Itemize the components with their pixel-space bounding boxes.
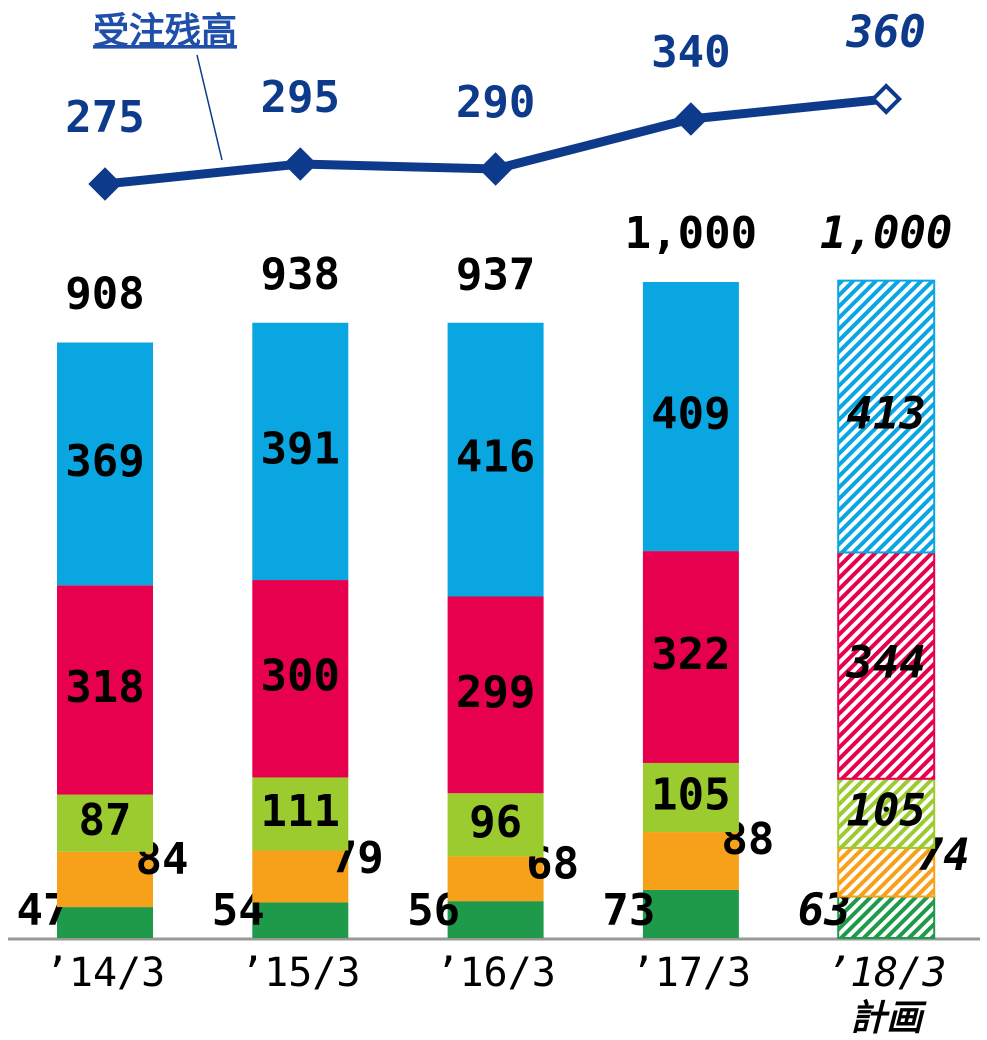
segment-label: 111 [261, 786, 340, 837]
segment-label: 416 [456, 432, 535, 483]
line-title: 受注残高 [93, 11, 237, 52]
bar-segment [447, 901, 544, 938]
line-marker [88, 167, 122, 201]
bar-segment [447, 793, 544, 857]
segment-label: 87 [79, 795, 132, 846]
segment-label: 344 [845, 638, 925, 689]
x-tick-label: ’17/3 [631, 950, 751, 996]
segment-label: 413 [846, 389, 925, 440]
line-label: 340 [651, 27, 730, 78]
bar-segment [57, 794, 153, 852]
segment-label: 105 [846, 785, 925, 836]
bar-segment [252, 322, 349, 581]
segment-label: 369 [65, 436, 144, 487]
line-label: 275 [65, 92, 144, 143]
segment-label: 409 [651, 389, 730, 440]
line-marker [478, 152, 513, 186]
total-label: 1,000 [820, 208, 952, 259]
total-label: 937 [456, 249, 535, 300]
bar-segment [642, 762, 739, 833]
bar-segment [642, 889, 739, 938]
total-label: 1,000 [625, 208, 757, 259]
bar-segment [57, 851, 153, 908]
x-tick-label: ’14/3 [45, 950, 165, 996]
segment-label: 391 [261, 423, 340, 474]
segment-label: 322 [651, 629, 730, 680]
segment-label: 73 [602, 885, 655, 936]
line-marker [674, 102, 708, 136]
bar-segment [642, 551, 739, 763]
segment-label: 96 [469, 797, 522, 848]
leader-line [196, 54, 223, 161]
bar-segment [642, 281, 739, 552]
x-tick-label: ’15/3 [240, 950, 360, 996]
x-tick-label: ’16/3 [435, 950, 555, 996]
bar-segment [252, 850, 349, 903]
total-label: 938 [261, 249, 340, 300]
segment-label: 300 [261, 651, 340, 702]
bar-segment [837, 551, 936, 780]
total-label: 908 [65, 269, 144, 320]
bar-segment [252, 902, 349, 938]
line-label: 295 [261, 72, 340, 123]
plan-label: 計画 [850, 998, 927, 1039]
segment-label: 105 [651, 770, 730, 821]
line-label: 290 [456, 77, 535, 128]
bar-segment [447, 596, 544, 794]
bar-segment [447, 322, 544, 597]
bar-segment [57, 907, 153, 938]
line-label: 360 [845, 7, 925, 58]
x-tick-label: ’18/3 [826, 950, 946, 996]
bar-segment [837, 279, 936, 554]
bar-segment [642, 832, 739, 890]
bar-segment [837, 895, 936, 940]
line-marker [870, 83, 903, 115]
segment-label: 318 [65, 662, 144, 713]
bar-segment [447, 856, 544, 902]
segment-label: 299 [456, 667, 535, 718]
bar-segment [252, 777, 349, 851]
line-marker [283, 147, 318, 181]
bar-segment [252, 580, 349, 778]
bar-segment [57, 585, 153, 795]
bar-segment [57, 342, 153, 586]
